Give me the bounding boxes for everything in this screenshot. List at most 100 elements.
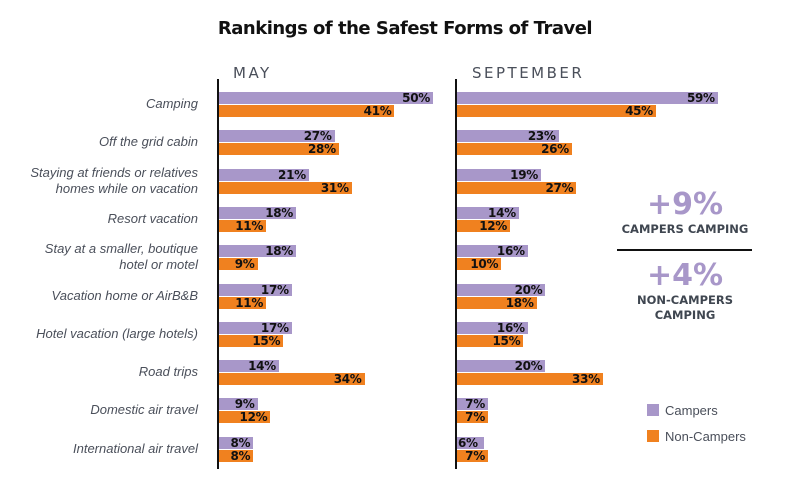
bar-value-label: 11% xyxy=(235,218,264,233)
bar-value-label: 18% xyxy=(265,244,294,259)
bar-value-label: 15% xyxy=(492,333,521,348)
bar-september-noncampers: 33% xyxy=(457,372,603,387)
bar-may-campers: 17% xyxy=(219,320,292,335)
category-label: Camping xyxy=(0,96,198,112)
bar-value-label: 31% xyxy=(320,180,349,195)
bar-value-label: 45% xyxy=(625,104,653,118)
bar-value-label: 23% xyxy=(527,129,556,144)
bar-september-campers: 16% xyxy=(457,320,528,335)
bar-september-noncampers: 12% xyxy=(457,218,511,233)
bar-value-label: 20% xyxy=(514,359,543,374)
bar-value-label: 17% xyxy=(260,320,289,335)
category-label: Road trips xyxy=(0,364,198,380)
bar-value-label: 6% xyxy=(458,435,478,450)
bar-value-label: 16% xyxy=(496,244,525,259)
bar-value-label: 59% xyxy=(686,91,715,105)
callout-divider xyxy=(617,249,752,251)
bar-value-label: 18% xyxy=(265,205,294,220)
bar-value-label: 9% xyxy=(234,397,255,412)
callout-noncampers-label-line1: NON-CAMPERS xyxy=(636,293,733,307)
bar-september-noncampers: 27% xyxy=(457,181,577,195)
category-label: Staying at friends or relatives homes whi… xyxy=(0,165,198,197)
bar-september-campers: 23% xyxy=(457,129,559,144)
callout-campers: +9% CAMPERS CAMPING xyxy=(600,188,770,237)
category-label-line: International air travel xyxy=(72,440,198,456)
bar-value-label: 20% xyxy=(514,282,543,297)
bar-value-label: 17% xyxy=(260,282,289,297)
legend-label-noncampers: Non-Campers xyxy=(665,429,746,444)
may-axis-line xyxy=(217,79,219,469)
bar-value-label: 19% xyxy=(510,167,538,182)
bar-may-campers: 17% xyxy=(219,282,292,297)
bar-september-noncampers: 26% xyxy=(457,142,572,156)
bar-value-label: 8% xyxy=(230,435,251,450)
bar-september-campers: 6% xyxy=(457,435,484,450)
bar-value-label: 7% xyxy=(465,448,485,463)
bar-value-label: 27% xyxy=(303,129,332,144)
bar-value-label: 50% xyxy=(402,91,430,105)
callout-noncampers-value: +4% xyxy=(646,258,724,293)
bar-september-noncampers: 7% xyxy=(457,448,488,463)
bar-value-label: 12% xyxy=(239,410,268,425)
legend-item-campers: Campers xyxy=(647,403,718,418)
bar-may-noncampers: 15% xyxy=(219,333,284,348)
bar-value-label: 12% xyxy=(479,218,508,233)
bar-may-campers: 21% xyxy=(219,168,309,182)
bar-value-label: 8% xyxy=(230,448,251,463)
bar-value-label: 28% xyxy=(308,142,336,157)
bar-value-label: 7% xyxy=(465,410,485,425)
callout-noncampers: +4% NON-CAMPERS CAMPING xyxy=(600,259,770,323)
bar-may-noncampers: 41% xyxy=(219,104,395,118)
bar-may-noncampers: 8% xyxy=(219,448,254,463)
category-label-line: Stay at a smaller, boutique xyxy=(44,241,198,257)
bar-september-campers: 14% xyxy=(457,205,519,220)
bar-may-noncampers: 28% xyxy=(219,142,339,157)
bar-september-campers: 16% xyxy=(457,244,528,259)
bar-value-label: 11% xyxy=(235,295,264,310)
category-label-line: Hotel vacation (large hotels) xyxy=(36,325,198,341)
category-label-line: Vacation home or AirB&B xyxy=(51,287,198,303)
callout-campers-value: +9% xyxy=(646,187,724,222)
bar-may-campers: 18% xyxy=(219,205,297,220)
bar-may-campers: 27% xyxy=(219,129,335,144)
bar-value-label: 15% xyxy=(252,333,281,348)
bar-value-label: 34% xyxy=(333,372,362,387)
category-label-line: homes while on vacation xyxy=(55,180,198,196)
category-label-line: Road trips xyxy=(138,364,198,380)
panel-title-may: MAY xyxy=(233,64,272,82)
bar-value-label: 10% xyxy=(470,257,499,272)
legend-swatch-noncampers xyxy=(647,430,659,442)
bar-value-label: 14% xyxy=(488,205,516,220)
bar-september-campers: 7% xyxy=(457,397,488,412)
category-label-line: Resort vacation xyxy=(107,210,198,226)
bar-value-label: 16% xyxy=(496,320,525,335)
legend-swatch-campers xyxy=(647,404,659,416)
bar-value-label: 7% xyxy=(465,397,485,412)
legend-label-campers: Campers xyxy=(665,403,718,418)
callout-campers-label: CAMPERS CAMPING xyxy=(621,222,749,236)
callout-noncampers-label-line2: CAMPING xyxy=(654,308,716,322)
category-label: Vacation home or AirB&B xyxy=(0,288,198,304)
bar-may-campers: 8% xyxy=(219,435,254,450)
panel-title-september: SEPTEMBER xyxy=(472,64,585,82)
bar-may-noncampers: 12% xyxy=(219,410,271,425)
bar-may-campers: 18% xyxy=(219,244,297,259)
bar-may-campers: 50% xyxy=(219,91,433,105)
category-label: Hotel vacation (large hotels) xyxy=(0,326,198,342)
category-label-line: Off the grid cabin xyxy=(99,134,198,150)
september-axis-line xyxy=(455,79,457,469)
bar-september-noncampers: 10% xyxy=(457,257,502,272)
category-label: Resort vacation xyxy=(0,211,198,227)
bar-september-noncampers: 18% xyxy=(457,296,537,310)
legend-item-noncampers: Non-Campers xyxy=(647,429,746,444)
bar-september-noncampers: 45% xyxy=(457,104,656,118)
category-label: Stay at a smaller, boutique hotel or mote… xyxy=(0,241,198,273)
bar-may-noncampers: 11% xyxy=(219,218,267,233)
bar-value-label: 33% xyxy=(572,372,600,387)
bar-september-campers: 59% xyxy=(457,91,718,105)
bar-may-noncampers: 31% xyxy=(219,180,352,195)
bar-september-noncampers: 7% xyxy=(457,410,488,425)
bar-september-campers: 19% xyxy=(457,167,541,182)
bar-september-noncampers: 15% xyxy=(457,333,524,348)
bar-may-noncampers: 9% xyxy=(219,257,258,271)
